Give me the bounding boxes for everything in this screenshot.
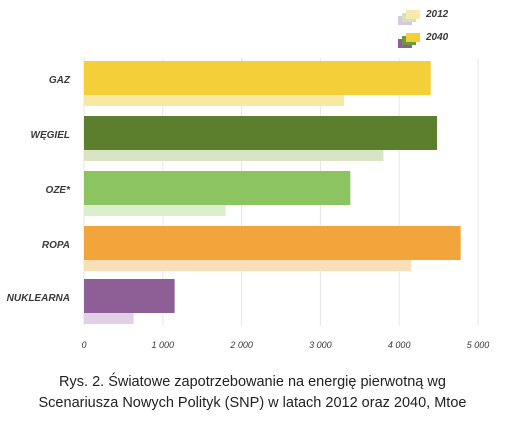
caption-line-1: Rys. 2. Światowe zapotrzebowanie na ener… bbox=[59, 374, 446, 390]
legend-label: 2012 bbox=[425, 9, 449, 20]
bar-2040 bbox=[84, 226, 461, 260]
x-tick-label: 3 000 bbox=[309, 340, 332, 350]
bar-2040 bbox=[84, 279, 175, 313]
bar-2040 bbox=[84, 171, 351, 205]
caption-line-2: Scenariusza Nowych Polityk (SNP) w latac… bbox=[38, 395, 467, 411]
x-tick-label: 2 000 bbox=[229, 340, 253, 350]
bar-2012 bbox=[84, 205, 226, 216]
bar-2012 bbox=[84, 95, 345, 106]
bar-2012 bbox=[84, 150, 384, 161]
figure-caption: Rys. 2. Światowe zapotrzebowanie na ener… bbox=[0, 372, 505, 414]
legend-label: 2040 bbox=[425, 32, 449, 43]
category-label: NUKLEARNA bbox=[7, 293, 70, 304]
bars bbox=[84, 61, 461, 324]
category-label: OZE* bbox=[46, 185, 72, 196]
bar-2012 bbox=[84, 313, 134, 324]
category-label: GAZ bbox=[49, 75, 71, 86]
x-tick-label: 5 000 bbox=[467, 340, 490, 350]
category-label: WĘGIEL bbox=[31, 130, 70, 141]
bar-2040 bbox=[84, 61, 431, 95]
x-tick-label: 1 000 bbox=[152, 340, 175, 350]
bar-2040 bbox=[84, 116, 438, 150]
legend-swatch bbox=[406, 33, 420, 42]
legend: 2012 2040 bbox=[398, 9, 449, 48]
x-axis-ticks: 0 1 000 2 000 3 000 4 000 5 000 bbox=[81, 340, 489, 350]
x-tick-label: 0 bbox=[81, 340, 86, 350]
x-tick-label: 4 000 bbox=[388, 340, 411, 350]
legend-swatch bbox=[406, 10, 420, 19]
bar-2012 bbox=[84, 260, 412, 271]
category-label: ROPA bbox=[42, 240, 70, 251]
category-labels: GAZ WĘGIEL OZE* ROPA NUKLEARNA bbox=[7, 75, 71, 304]
